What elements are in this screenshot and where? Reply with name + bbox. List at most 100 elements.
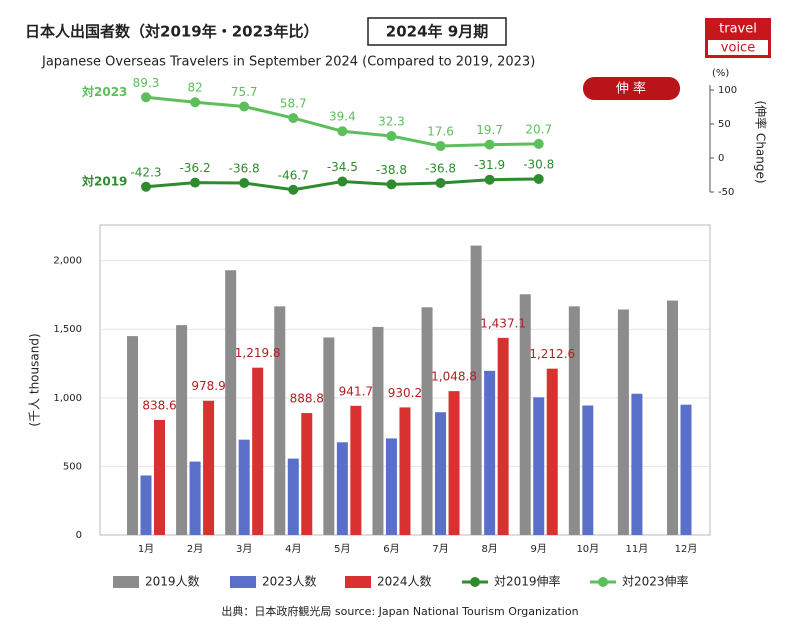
series-label: 対2019 (81, 173, 127, 188)
x-tick-label: 9月 (531, 543, 547, 555)
bar (301, 413, 313, 535)
data-label: 17.6 (427, 125, 454, 139)
data-label: 89.3 (133, 76, 160, 90)
y-tick-label: 0 (76, 530, 82, 541)
bar (372, 326, 384, 535)
point (337, 176, 348, 187)
bar (399, 407, 411, 535)
data-label: -34.5 (327, 160, 358, 174)
x-tick-label: 4月 (285, 543, 301, 555)
data-label: 39.4 (329, 110, 356, 124)
x-tick-label: 7月 (432, 543, 448, 555)
legend-swatch (345, 576, 371, 588)
legend-marker (598, 577, 608, 587)
bar (582, 405, 594, 535)
data-label: -46.7 (278, 168, 309, 182)
point (141, 181, 151, 192)
y-tick-label: 1,000 (53, 393, 82, 404)
y-tick-label: 50 (718, 119, 731, 130)
bar (127, 336, 138, 535)
point (288, 113, 299, 124)
data-label: 838.6 (142, 398, 176, 412)
bar (176, 325, 188, 535)
bar (385, 438, 397, 535)
x-tick-label: 2月 (187, 543, 203, 555)
bar (448, 391, 460, 535)
bar (421, 307, 433, 535)
point (386, 131, 397, 142)
bar (533, 397, 545, 535)
data-label: 20.7 (525, 122, 552, 136)
point (484, 139, 495, 150)
bar (484, 370, 496, 535)
data-label: -38.8 (376, 163, 407, 177)
bar (287, 458, 299, 535)
point (141, 92, 151, 103)
data-label: 941.7 (339, 384, 373, 398)
y-axis-label: (伸率 Change) (754, 100, 769, 183)
data-label: 32.3 (378, 115, 405, 129)
legend-label: 2024人数 (377, 574, 432, 589)
data-label: 58.7 (280, 97, 307, 111)
point (533, 138, 544, 149)
x-tick-label: 8月 (481, 543, 497, 555)
point (484, 174, 495, 185)
data-label: 888.8 (290, 392, 324, 406)
y-tick-label: 500 (63, 461, 82, 472)
y-axis-label: (千人 thousand) (28, 333, 42, 426)
badge (583, 77, 680, 100)
data-label: -36.2 (180, 161, 211, 175)
data-label: -30.8 (523, 157, 554, 171)
bar (323, 337, 335, 535)
data-label: 978.9 (191, 379, 225, 393)
bar (154, 419, 165, 535)
title: 日本人出国者数（対2019年・2023年比） (25, 23, 319, 41)
x-tick-label: 6月 (383, 543, 399, 555)
point (190, 177, 201, 188)
badge-text: 伸 率 (616, 81, 646, 97)
legend-label: 2019人数 (145, 574, 200, 589)
bar (617, 309, 629, 535)
logo-text: voice (721, 41, 755, 56)
data-label: -42.3 (130, 165, 161, 179)
legend-swatch (230, 576, 256, 588)
y-tick-label: 0 (718, 153, 724, 164)
point (533, 173, 544, 184)
bar (497, 337, 509, 535)
data-label: 75.7 (231, 85, 258, 99)
logo-text: travel (719, 22, 757, 37)
point (337, 126, 348, 137)
data-label: 1,212.6 (529, 347, 575, 361)
data-label: 19.7 (476, 123, 503, 137)
bar (252, 367, 264, 535)
legend-marker (470, 577, 480, 587)
y-tick-label: 1,500 (53, 324, 82, 335)
point (190, 97, 201, 108)
bar (203, 400, 215, 535)
unit: (%) (712, 68, 729, 79)
bar (546, 368, 558, 535)
bar (225, 270, 237, 535)
bar (568, 306, 580, 535)
bar (519, 294, 531, 535)
bar (140, 475, 152, 535)
series-label: 対2023 (81, 84, 127, 99)
bar (470, 245, 482, 535)
point (288, 184, 299, 195)
legend-label: 対2019伸率 (494, 574, 561, 589)
bar (631, 393, 643, 535)
legend-swatch (113, 576, 139, 588)
y-tick-label: 2,000 (53, 256, 82, 267)
logo-inner (708, 40, 768, 55)
point (386, 179, 397, 190)
point (435, 141, 446, 152)
bar (274, 306, 286, 535)
point (435, 178, 446, 189)
data-label: -36.8 (229, 162, 260, 176)
x-tick-label: 3月 (236, 543, 252, 555)
point (239, 178, 250, 189)
y-tick-label: 100 (718, 85, 737, 96)
bar (435, 412, 447, 535)
data-label: 1,219.8 (235, 346, 281, 360)
